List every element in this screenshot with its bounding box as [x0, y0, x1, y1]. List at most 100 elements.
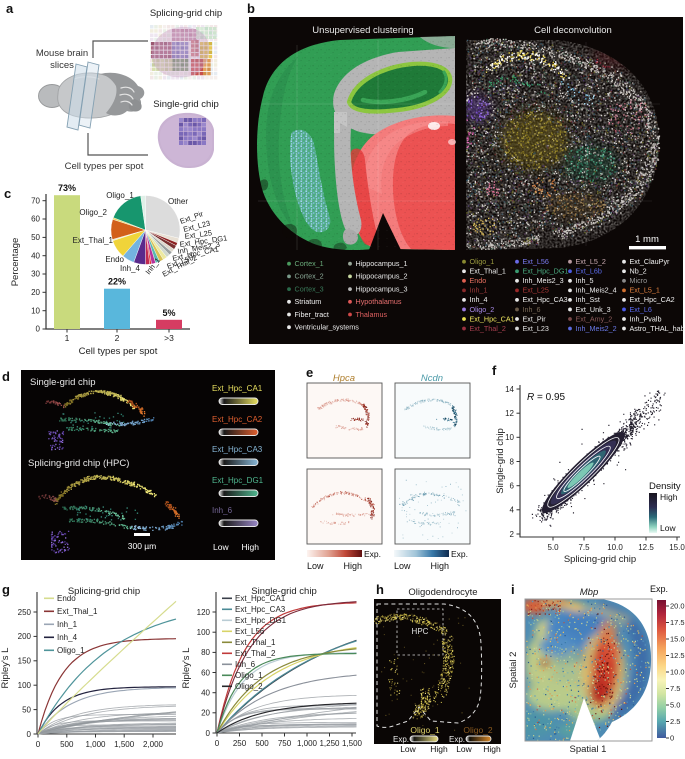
svg-text:0: 0 — [36, 325, 41, 334]
svg-text:1,250: 1,250 — [319, 739, 340, 748]
svg-text:Ext_Hpc_CA2: Ext_Hpc_CA2 — [212, 415, 263, 424]
svg-text:Single-grid chip: Single-grid chip — [153, 99, 218, 110]
svg-text:Oligo_1: Oligo_1 — [106, 191, 134, 200]
svg-text:Exp.: Exp. — [364, 549, 381, 559]
svg-text:Spatial 2: Spatial 2 — [508, 652, 519, 689]
svg-text:0: 0 — [27, 730, 32, 739]
svg-text:Ncdn: Ncdn — [421, 373, 443, 384]
svg-text:Single-grid chip: Single-grid chip — [30, 377, 95, 388]
svg-text:HPC: HPC — [412, 627, 429, 636]
svg-text:5.0: 5.0 — [547, 543, 559, 552]
svg-text:0: 0 — [206, 729, 211, 738]
svg-text:Low: Low — [660, 523, 676, 533]
svg-text:Unsupervised clustering: Unsupervised clustering — [312, 25, 413, 36]
svg-text:slices: slices — [50, 60, 74, 71]
svg-text:70: 70 — [31, 196, 40, 205]
svg-text:c: c — [4, 186, 11, 201]
svg-text:d: d — [2, 369, 10, 384]
svg-text:Striatum: Striatum — [295, 297, 322, 306]
svg-text:Single-grid chip: Single-grid chip — [251, 586, 316, 597]
svg-text:Ext_Hpc_CA3: Ext_Hpc_CA3 — [523, 295, 568, 304]
svg-text:Ext_Hpc_DG1: Ext_Hpc_DG1 — [235, 616, 287, 625]
svg-text:20: 20 — [31, 288, 40, 297]
svg-text:Ext_Thal_1: Ext_Thal_1 — [235, 638, 276, 647]
svg-text:Ext_Hpc_CA1: Ext_Hpc_CA1 — [235, 594, 286, 603]
svg-text:Low: Low — [307, 561, 324, 571]
svg-text:Mbp: Mbp — [580, 587, 598, 598]
svg-text:Oligo_2: Oligo_2 — [470, 305, 495, 314]
svg-text:1,500: 1,500 — [342, 739, 363, 748]
svg-text:Ext_Pir: Ext_Pir — [523, 314, 547, 323]
svg-text:Cell types per spot: Cell types per spot — [79, 346, 158, 357]
svg-text:15.0: 15.0 — [669, 543, 685, 552]
svg-text:g: g — [2, 582, 10, 597]
svg-text:Ext_Hpc_CA1: Ext_Hpc_CA1 — [470, 314, 515, 323]
svg-text:12.5: 12.5 — [670, 651, 685, 660]
svg-text:Spatial 1: Spatial 1 — [570, 744, 607, 754]
svg-text:5.0: 5.0 — [670, 701, 680, 710]
svg-text:Inh_Meis2_2: Inh_Meis2_2 — [576, 324, 617, 333]
svg-text:100: 100 — [197, 628, 211, 637]
svg-text:Cortex_1: Cortex_1 — [295, 259, 324, 268]
svg-text:5%: 5% — [162, 308, 175, 318]
svg-text:0: 0 — [215, 739, 220, 748]
svg-text:a: a — [6, 1, 14, 16]
svg-text:2.5: 2.5 — [670, 717, 680, 726]
svg-text:22%: 22% — [108, 277, 126, 287]
svg-text:Thalamus: Thalamus — [356, 310, 388, 319]
svg-text:Low: Low — [213, 542, 229, 552]
svg-text:Endo: Endo — [57, 594, 76, 603]
svg-text:High: High — [483, 744, 501, 754]
svg-text:120: 120 — [197, 608, 211, 617]
svg-text:500: 500 — [255, 739, 269, 748]
svg-text:Ext_Hpc_DG1: Ext_Hpc_DG1 — [212, 476, 264, 485]
svg-text:50: 50 — [22, 705, 31, 714]
svg-text:Exp.: Exp. — [451, 549, 468, 559]
svg-text:Ext_Amy_2: Ext_Amy_2 — [576, 314, 613, 323]
svg-text:7.5: 7.5 — [578, 543, 590, 552]
svg-text:Exp.: Exp. — [393, 735, 409, 744]
svg-text:Hpca: Hpca — [333, 373, 355, 384]
svg-text:Splicing-grid chip: Splicing-grid chip — [68, 586, 140, 597]
svg-text:2: 2 — [510, 530, 515, 539]
svg-text:Hippocampus_3: Hippocampus_3 — [356, 284, 408, 293]
svg-text:Inh_1: Inh_1 — [57, 620, 78, 629]
svg-text:Inh_4: Inh_4 — [470, 295, 488, 304]
svg-text:250: 250 — [18, 608, 32, 617]
svg-text:Ripley's L: Ripley's L — [181, 648, 192, 689]
svg-text:Inh_Meis2_4: Inh_Meis2_4 — [576, 286, 617, 295]
svg-text:30: 30 — [31, 270, 40, 279]
svg-text:High: High — [242, 542, 260, 552]
svg-text:Hippocampus_2: Hippocampus_2 — [356, 272, 408, 281]
svg-text:Ext_L6: Ext_L6 — [630, 305, 652, 314]
svg-text:Oligo_1: Oligo_1 — [57, 646, 85, 655]
svg-text:Cortex_3: Cortex_3 — [295, 284, 324, 293]
svg-text:20.0: 20.0 — [670, 602, 685, 611]
svg-text:Ext_L56: Ext_L56 — [523, 257, 549, 266]
svg-text:Cell types per spot: Cell types per spot — [65, 161, 144, 172]
svg-text:Ext_L56: Ext_L56 — [235, 627, 265, 636]
svg-text:200: 200 — [18, 632, 32, 641]
svg-text:i: i — [511, 582, 515, 597]
svg-text:2,000: 2,000 — [143, 740, 164, 749]
svg-text:Ext_L6b: Ext_L6b — [576, 267, 602, 276]
svg-text:Mouse brain: Mouse brain — [36, 48, 88, 59]
svg-text:10: 10 — [505, 433, 514, 442]
svg-text:Ext_L25: Ext_L25 — [184, 228, 213, 241]
svg-text:1: 1 — [65, 333, 70, 343]
svg-text:1,000: 1,000 — [85, 740, 106, 749]
svg-text:12.5: 12.5 — [638, 543, 654, 552]
svg-text:Endo: Endo — [470, 276, 487, 285]
svg-text:10.0: 10.0 — [607, 543, 623, 552]
svg-text:Low: Low — [394, 561, 411, 571]
svg-text:Ext_Thal_1: Ext_Thal_1 — [470, 267, 506, 276]
svg-text:7.5: 7.5 — [670, 684, 680, 693]
svg-text:Ext_Unk_3: Ext_Unk_3 — [576, 305, 611, 314]
svg-text:Ext_Thal_1: Ext_Thal_1 — [57, 607, 98, 616]
svg-text:Oligo_2: Oligo_2 — [235, 682, 263, 691]
svg-text:Oligodendrocyte: Oligodendrocyte — [408, 587, 477, 598]
svg-text:1,500: 1,500 — [114, 740, 135, 749]
svg-text:Splicing-grid chip: Splicing-grid chip — [150, 8, 222, 19]
svg-text:Micro: Micro — [630, 276, 648, 285]
svg-text:60: 60 — [201, 668, 210, 677]
